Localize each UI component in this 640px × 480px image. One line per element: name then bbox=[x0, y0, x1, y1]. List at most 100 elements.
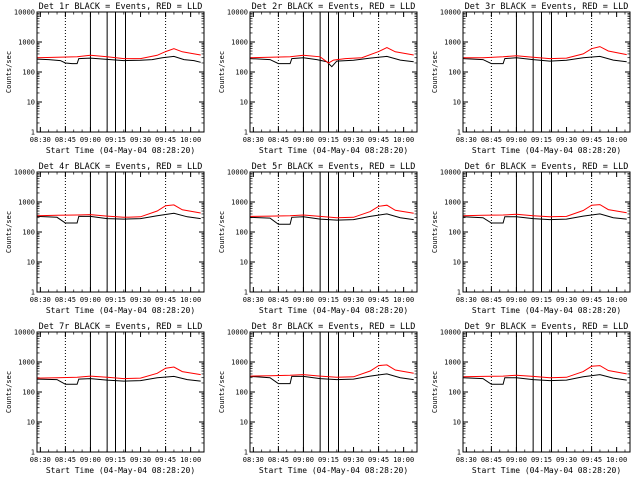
plot-frame bbox=[249, 171, 418, 293]
lld-series-line bbox=[36, 48, 201, 60]
x-tick-label: 09:15 bbox=[105, 296, 126, 304]
x-axis-label: Start Time (04-May-04 08:28:20) bbox=[259, 306, 408, 315]
x-tick-label: 09:30 bbox=[343, 136, 364, 144]
events-series-line bbox=[36, 375, 201, 385]
detector-plot-3: Det 3r BLACK = Events, RED = LLD Counts/s… bbox=[431, 2, 631, 155]
y-tick-label: 100 bbox=[448, 229, 461, 237]
y-tick-label: 1 bbox=[31, 129, 35, 137]
y-tick-label: 10000 bbox=[14, 9, 35, 17]
x-tick-label: 09:00 bbox=[506, 456, 527, 464]
x-tick-label: 09:30 bbox=[343, 296, 364, 304]
y-axis-label: Counts/sec bbox=[218, 211, 226, 253]
x-tick-label: 08:45 bbox=[55, 296, 76, 304]
y-tick-label: 10000 bbox=[227, 9, 248, 17]
lld-series-line bbox=[249, 204, 414, 219]
x-tick-label: 08:30 bbox=[30, 456, 51, 464]
y-tick-label: 100 bbox=[22, 69, 35, 77]
y-tick-label: 1 bbox=[244, 129, 248, 137]
x-axis-label: Start Time (04-May-04 08:28:20) bbox=[472, 146, 621, 155]
x-tick-label: 08:30 bbox=[243, 136, 264, 144]
x-tick-label: 09:15 bbox=[105, 456, 126, 464]
y-axis-label: Counts/sec bbox=[218, 371, 226, 413]
x-tick-label: 09:45 bbox=[581, 456, 602, 464]
y-tick-label: 1 bbox=[457, 289, 461, 297]
x-tick-label: 09:30 bbox=[556, 456, 577, 464]
y-tick-label: 1000 bbox=[18, 359, 35, 367]
lld-series-line bbox=[463, 46, 627, 60]
y-tick-label: 10 bbox=[27, 259, 35, 267]
y-tick-label: 10000 bbox=[14, 169, 35, 177]
plot-title: Det 8r BLACK = Events, RED = LLD bbox=[252, 322, 416, 332]
x-tick-label: 09:00 bbox=[80, 136, 101, 144]
y-axis-label: Counts/sec bbox=[5, 51, 13, 93]
x-tick-label: 08:30 bbox=[456, 296, 477, 304]
x-tick-label: 09:30 bbox=[556, 296, 577, 304]
x-tick-label: 09:45 bbox=[155, 136, 176, 144]
x-tick-label: 09:30 bbox=[130, 296, 151, 304]
detector-plot-6: Det 6r BLACK = Events, RED = LLD Counts/s… bbox=[431, 162, 631, 315]
lld-series-line bbox=[249, 364, 414, 378]
events-series-line bbox=[462, 213, 627, 224]
y-axis-label: Counts/sec bbox=[5, 211, 13, 253]
y-tick-label: 100 bbox=[22, 389, 35, 397]
x-axis-label: Start Time (04-May-04 08:28:20) bbox=[259, 146, 408, 155]
x-tick-label: 10:00 bbox=[180, 136, 201, 144]
lld-series-line bbox=[462, 365, 627, 379]
y-tick-label: 100 bbox=[448, 389, 461, 397]
events-series-line bbox=[36, 55, 201, 65]
x-tick-label: 09:30 bbox=[556, 136, 577, 144]
plot-title: Det 1r BLACK = Events, RED = LLD bbox=[39, 2, 203, 12]
y-tick-label: 10000 bbox=[440, 169, 461, 177]
y-tick-label: 1000 bbox=[18, 199, 35, 207]
x-tick-label: 08:30 bbox=[30, 136, 51, 144]
x-tick-label: 09:30 bbox=[343, 456, 364, 464]
x-axis-label: Start Time (04-May-04 08:28:20) bbox=[46, 306, 195, 315]
x-axis-label: Start Time (04-May-04 08:28:20) bbox=[472, 466, 621, 475]
x-tick-label: 09:00 bbox=[80, 456, 101, 464]
x-tick-label: 09:45 bbox=[368, 456, 389, 464]
y-tick-label: 1000 bbox=[231, 39, 248, 47]
y-tick-label: 10000 bbox=[227, 329, 248, 337]
y-axis-label: Counts/sec bbox=[5, 371, 13, 413]
y-tick-label: 1000 bbox=[231, 199, 248, 207]
detector-plot-8: Det 8r BLACK = Events, RED = LLD Counts/s… bbox=[218, 322, 418, 475]
y-tick-label: 10 bbox=[453, 419, 461, 427]
y-tick-label: 100 bbox=[22, 229, 35, 237]
plot-title: Det 2r BLACK = Events, RED = LLD bbox=[252, 2, 416, 12]
y-tick-label: 100 bbox=[235, 69, 248, 77]
y-axis-label: Counts/sec bbox=[431, 51, 439, 93]
y-tick-label: 10 bbox=[27, 419, 35, 427]
y-tick-label: 1000 bbox=[444, 359, 461, 367]
y-tick-label: 10000 bbox=[14, 329, 35, 337]
x-tick-label: 10:00 bbox=[180, 296, 201, 304]
x-tick-label: 09:00 bbox=[506, 296, 527, 304]
y-tick-label: 10 bbox=[27, 99, 35, 107]
y-tick-label: 100 bbox=[448, 69, 461, 77]
x-tick-label: 09:00 bbox=[80, 296, 101, 304]
x-axis-label: Start Time (04-May-04 08:28:20) bbox=[46, 146, 195, 155]
events-series-line bbox=[36, 212, 201, 224]
detector-plot-4: Det 4r BLACK = Events, RED = LLD Counts/s… bbox=[5, 162, 205, 315]
x-tick-label: 09:45 bbox=[581, 296, 602, 304]
x-tick-label: 08:30 bbox=[456, 136, 477, 144]
plot-frame bbox=[249, 331, 418, 453]
x-axis-label: Start Time (04-May-04 08:28:20) bbox=[46, 466, 195, 475]
lld-series-line bbox=[36, 204, 201, 218]
x-tick-label: 10:00 bbox=[606, 456, 627, 464]
x-tick-label: 10:00 bbox=[606, 136, 627, 144]
x-tick-label: 09:00 bbox=[293, 296, 314, 304]
x-tick-label: 08:45 bbox=[268, 136, 289, 144]
detector-plot-7: Det 7r BLACK = Events, RED = LLD Counts/s… bbox=[5, 322, 205, 475]
plot-frame bbox=[462, 171, 631, 293]
plot-frame bbox=[462, 11, 631, 133]
y-tick-label: 1 bbox=[244, 289, 248, 297]
y-tick-label: 1 bbox=[31, 289, 35, 297]
detector-plot-2: Det 2r BLACK = Events, RED = LLD Counts/s… bbox=[218, 2, 418, 155]
y-axis-label: Counts/sec bbox=[431, 371, 439, 413]
x-tick-label: 09:45 bbox=[368, 296, 389, 304]
x-tick-label: 08:45 bbox=[481, 456, 502, 464]
x-tick-label: 09:00 bbox=[293, 456, 314, 464]
plot-title: Det 4r BLACK = Events, RED = LLD bbox=[39, 162, 203, 172]
y-tick-label: 1 bbox=[244, 449, 248, 457]
y-axis-label: Counts/sec bbox=[218, 51, 226, 93]
